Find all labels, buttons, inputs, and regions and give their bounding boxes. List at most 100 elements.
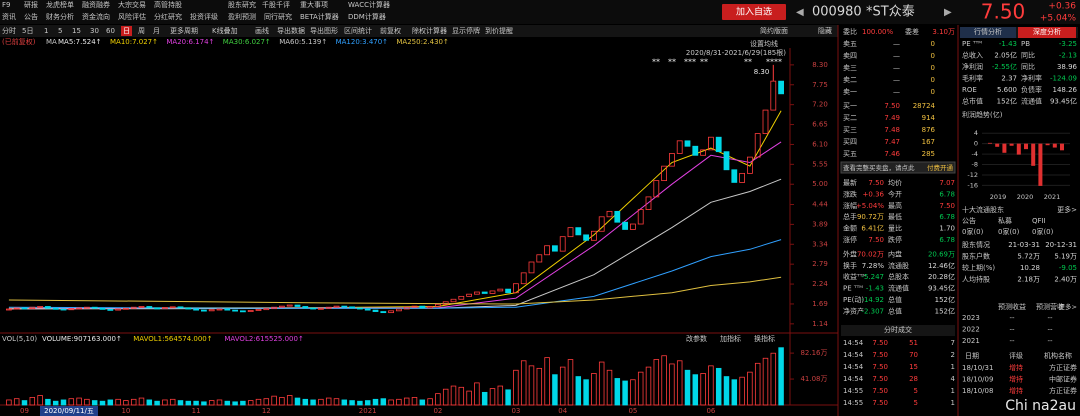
forecast-value: -- — [1047, 314, 1053, 322]
menu-item[interactable]: 资金流向 — [82, 12, 110, 21]
volume-bar — [208, 400, 215, 406]
forecast-value: -- — [1009, 314, 1015, 322]
menu-item[interactable]: 重大事项 — [300, 0, 328, 9]
y-tick-label: 3.89 — [812, 220, 828, 228]
toolbar-item[interactable]: 周 — [138, 27, 145, 35]
menu-item[interactable]: DDM计算器 — [348, 12, 386, 21]
add-watch-button[interactable]: 加入自选 — [736, 6, 772, 18]
add-watch-button-bg[interactable] — [722, 4, 786, 20]
y-tick-label: 1.14 — [812, 320, 828, 328]
toolbar-item[interactable]: 更多周期 — [170, 26, 198, 35]
toolbar-item[interactable]: 导出图形 — [310, 26, 338, 35]
toolbar-item[interactable]: 1 — [44, 27, 48, 35]
trade-volume: 28 — [909, 375, 918, 383]
volume-bar — [653, 359, 660, 406]
period-active-bg[interactable] — [121, 26, 132, 36]
toolbar-item[interactable]: 除权计算器 — [412, 26, 447, 35]
menu-item[interactable]: 盈利预测 — [228, 12, 256, 21]
toolbar-item[interactable]: 显示停牌 — [452, 26, 480, 35]
orderbook-link[interactable]: 付费开通 — [927, 163, 954, 172]
toolbar-item[interactable]: 60 — [106, 27, 115, 35]
menu-item[interactable]: 公告 — [24, 12, 38, 21]
toolbar-item[interactable]: 隐藏 — [818, 26, 832, 35]
menu-item[interactable]: 资讯 — [2, 12, 16, 21]
volume-legend: VOLUME:907163.000↑ — [42, 335, 122, 343]
holder-tab[interactable]: QFII — [1032, 217, 1046, 225]
menu-item[interactable]: 分红研究 — [154, 12, 182, 21]
menu-item[interactable]: 大宗交易 — [118, 0, 146, 9]
metric-value: -2.55亿 — [992, 62, 1017, 71]
tab-active-bg[interactable] — [960, 27, 1016, 38]
toolbar-item[interactable]: 15 — [72, 27, 81, 35]
bid-price: 7.47 — [884, 138, 900, 146]
menu-item[interactable]: 财务分析 — [46, 12, 74, 21]
candle — [778, 80, 784, 95]
y-tick-label: 6.10 — [812, 140, 828, 148]
menu-item[interactable]: 千股千评 — [262, 0, 290, 9]
holder-count: 0家(0) — [1032, 227, 1054, 236]
holder-tab[interactable]: 私募 — [998, 216, 1012, 225]
toolbar-item[interactable]: 到价提醒 — [485, 26, 513, 35]
candle — [271, 306, 277, 310]
menu-item[interactable]: 高管持股 — [154, 0, 182, 9]
tab[interactable]: 深度分析 — [1033, 27, 1061, 36]
indicator-button[interactable]: 加指标 — [720, 334, 741, 343]
menu-item[interactable]: 研报 — [24, 0, 38, 9]
toolbar-item[interactable]: 30 — [90, 27, 99, 35]
forecast-value: -- — [1047, 337, 1053, 345]
menu-item[interactable]: 融资融券 — [82, 0, 110, 9]
menu-item[interactable]: 风险评估 — [118, 12, 146, 21]
tab-bg[interactable] — [1018, 27, 1076, 38]
toolbar-item[interactable]: 分时 — [2, 26, 16, 35]
trade-price: 7.50 — [872, 387, 888, 395]
orderbook-button[interactable]: 查看完整买卖盘，请点此 — [843, 163, 915, 172]
volume-bar — [723, 376, 730, 406]
toolbar-item[interactable]: 前复权 — [380, 26, 401, 35]
menu-item[interactable]: 投资评级 — [190, 12, 218, 21]
menu-item[interactable]: F9 — [2, 1, 10, 9]
indicator-button[interactable]: 换指标 — [754, 334, 775, 343]
toolbar-item[interactable]: 简约版面 — [760, 26, 788, 35]
menu-item[interactable]: 同行研究 — [264, 12, 292, 21]
candle — [130, 306, 137, 309]
volume-bar — [505, 389, 511, 406]
nav-arrow[interactable]: ◀ — [796, 7, 804, 18]
bid-label: 买五 — [843, 150, 857, 158]
toolbar-item[interactable]: 5日 — [22, 27, 33, 35]
toolbar-item[interactable]: 导出数据 — [277, 26, 305, 35]
toolbar-item[interactable]: 日 — [123, 27, 130, 35]
candle — [692, 145, 699, 156]
nav-arrow[interactable]: ▶ — [944, 7, 952, 18]
y-tick-label: 5.00 — [812, 180, 828, 188]
tab[interactable]: 行情分析 — [974, 27, 1002, 36]
volume-bar — [528, 365, 535, 406]
event-marker: ** — [652, 58, 660, 67]
y-tick-label: 2.79 — [812, 260, 828, 268]
more-link[interactable]: 更多> — [1059, 302, 1077, 311]
volume-bar — [154, 400, 160, 406]
toolbar-item[interactable]: 区间统计 — [344, 26, 372, 35]
volume-legend: MAVOL1:564574.000↑ — [133, 335, 212, 343]
holder-value: 5.72万 — [1017, 253, 1040, 261]
stat-label: 流通股 — [888, 261, 909, 270]
ask-volume: 0 — [931, 88, 935, 96]
volume-bar — [130, 398, 137, 406]
x-tick-label: 06 — [706, 407, 715, 415]
toolbar-item[interactable]: K线叠加 — [212, 26, 238, 35]
toolbar-item[interactable]: 月 — [153, 27, 160, 35]
indicator-button[interactable]: 改参数 — [686, 334, 707, 343]
menu-item[interactable]: 龙虎榜单 — [46, 0, 74, 9]
holder-tab[interactable]: 公告 — [962, 216, 976, 225]
profit-bar — [1031, 143, 1036, 166]
ma-label: MA — [46, 38, 57, 46]
toolbar-item[interactable]: 5 — [58, 27, 62, 35]
more-link[interactable]: 更多> — [1057, 205, 1077, 214]
menu-item[interactable]: 股东研究 — [228, 0, 256, 9]
orderbook-button-bg[interactable] — [840, 161, 956, 174]
volume-bar — [45, 398, 51, 406]
menu-item[interactable]: BETA计算器 — [300, 12, 339, 21]
ma-settings[interactable]: 设置均线 — [750, 39, 778, 48]
volume-bar — [559, 366, 566, 406]
toolbar-item[interactable]: 画线 — [255, 26, 269, 35]
menu-item[interactable]: WACC计算器 — [348, 0, 390, 9]
